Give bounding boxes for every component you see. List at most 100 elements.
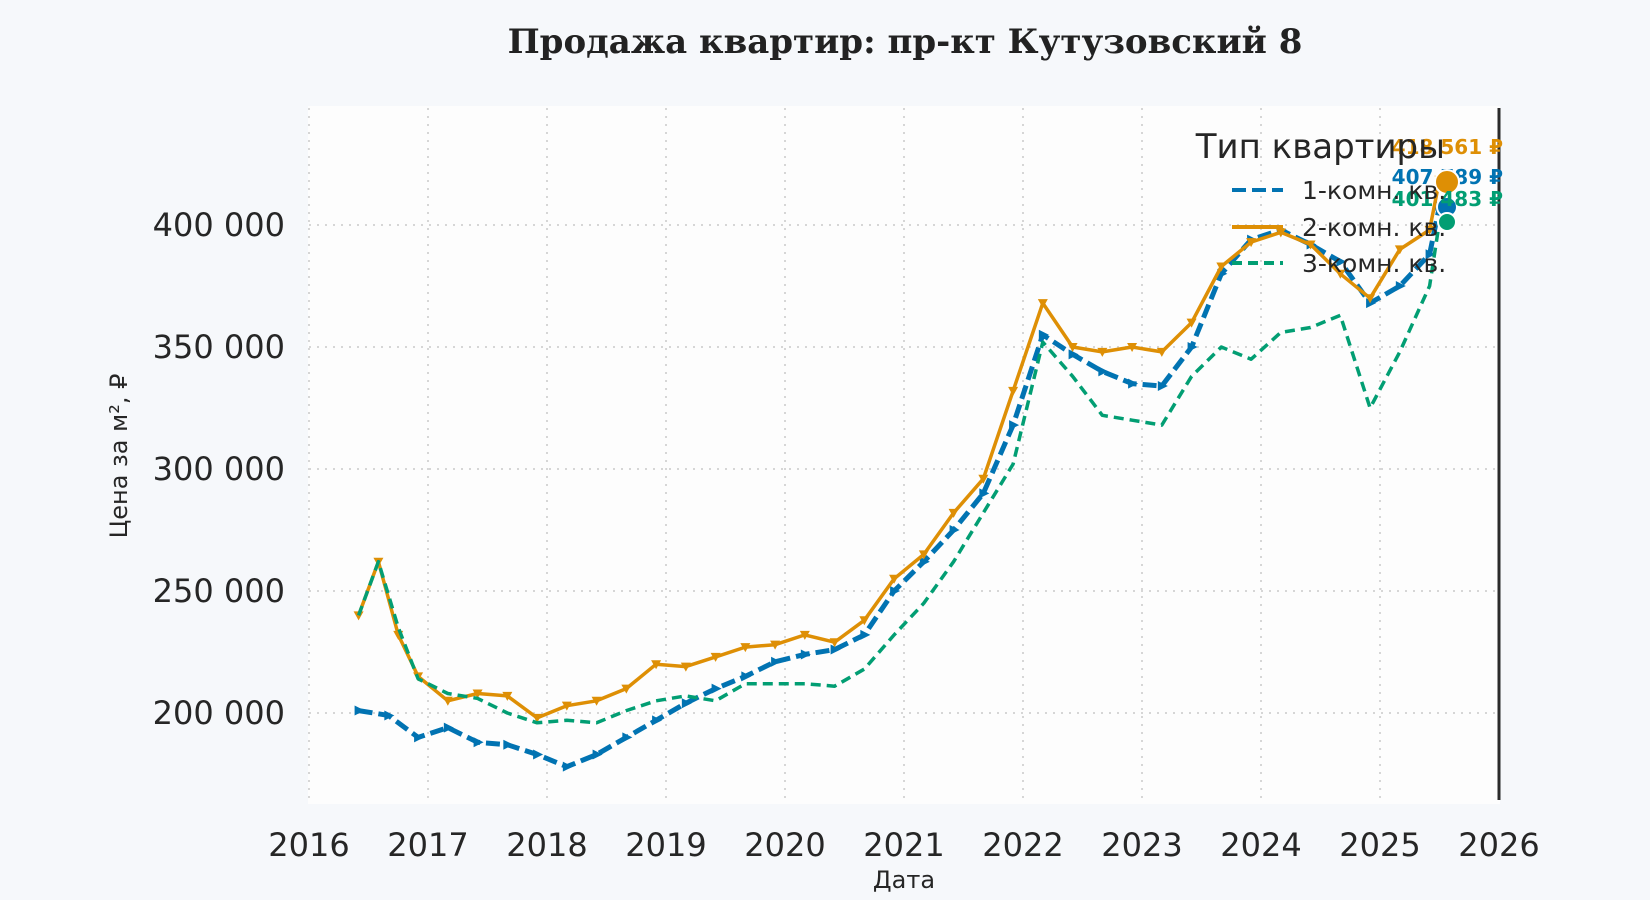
data-point (384, 710, 395, 721)
data-point (1395, 281, 1406, 291)
data-point (889, 574, 900, 584)
legend-label-2: 2-комн. кв. (1302, 213, 1446, 242)
data-point (890, 586, 901, 596)
data-point (1128, 378, 1139, 389)
data-point (710, 652, 721, 662)
data-point (771, 656, 782, 667)
data-point (1305, 240, 1316, 250)
x-tick-label: 2024 (1220, 826, 1301, 864)
data-point (830, 644, 841, 655)
end-value-label: 418 561 ₽ (1392, 135, 1503, 159)
data-point (1009, 420, 1020, 431)
data-point (1186, 318, 1197, 328)
data-point (1038, 329, 1049, 340)
data-point (1424, 225, 1435, 235)
data-point (472, 689, 483, 699)
data-point (948, 508, 959, 518)
data-point (1127, 343, 1138, 352)
data-point (680, 662, 691, 672)
data-point (1008, 386, 1019, 396)
data-point (978, 474, 989, 484)
y-tick-label: 400 000 (153, 206, 285, 244)
legend-label-1: 1-комн. кв. (1302, 176, 1446, 205)
data-point (829, 638, 840, 648)
y-tick-label: 200 000 (153, 694, 285, 732)
series-line-1 (358, 205, 1442, 770)
legend-label-3: 3-комн. кв. (1302, 249, 1446, 278)
series-layer (353, 175, 1446, 772)
data-point (1425, 249, 1436, 260)
data-point (799, 630, 810, 640)
x-tick-label: 2022 (982, 826, 1063, 864)
data-point (442, 696, 453, 706)
data-point (621, 684, 632, 694)
data-point (1365, 294, 1376, 304)
data-point (740, 643, 751, 653)
data-point (1157, 381, 1168, 392)
data-point (1156, 347, 1167, 357)
data-point (1068, 349, 1079, 360)
data-point (652, 715, 663, 726)
series-line-3 (356, 221, 1442, 725)
legend: Тип квартиры 1-комн. кв. 2-комн. кв. 3-ком… (1195, 127, 1446, 278)
x-tick-labels: 2016 2017 2018 2019 2020 2021 2022 2023 2024 2025… (268, 826, 1539, 864)
data-point (800, 649, 811, 660)
data-point (770, 640, 781, 650)
data-point (1366, 298, 1377, 309)
data-point (711, 683, 722, 694)
data-point (502, 691, 513, 701)
chart-title: Продажа квартир: пр-кт Кутузовский 8 (507, 22, 1303, 62)
y-tick-label: 300 000 (153, 450, 285, 488)
data-point (591, 696, 602, 706)
x-tick-label: 2016 (268, 826, 349, 864)
data-point (1336, 256, 1347, 267)
data-point (354, 705, 365, 716)
data-point (1187, 342, 1198, 352)
data-point (443, 722, 454, 733)
data-point (622, 732, 633, 743)
data-point (592, 749, 603, 760)
data-point (741, 671, 752, 682)
x-tick-label: 2019 (625, 826, 706, 864)
data-point (919, 556, 930, 567)
x-tick-label: 2023 (1101, 826, 1182, 864)
x-tick-label: 2017 (387, 826, 468, 864)
end-value-label: 401 483 ₽ (1392, 187, 1503, 211)
data-point (860, 629, 871, 640)
data-point (859, 616, 870, 626)
data-point (1275, 228, 1286, 238)
data-point (1098, 366, 1109, 377)
y-tick-label: 350 000 (153, 328, 285, 366)
x-axis-label: Дата (873, 866, 935, 894)
data-point (1246, 238, 1257, 248)
end-point-dot (1434, 169, 1460, 195)
x-tick-label: 2021 (863, 826, 944, 864)
data-point (681, 698, 692, 709)
end-point-dot (1437, 212, 1457, 232)
data-point (1216, 262, 1227, 272)
y-tick-label: 250 000 (153, 572, 285, 610)
x-tick-label: 2026 (1458, 826, 1539, 864)
data-point (1037, 299, 1048, 309)
data-point (414, 732, 425, 743)
x-tick-label: 2025 (1339, 826, 1420, 864)
y-axis-label: Цена за м², ₽ (105, 374, 133, 539)
data-point (1067, 343, 1078, 352)
data-point (562, 761, 573, 772)
data-point (503, 739, 514, 750)
plot-area (308, 106, 1500, 804)
data-point (1394, 245, 1405, 255)
data-point (949, 525, 960, 535)
legend-title: Тип квартиры (1195, 127, 1445, 167)
data-point (1335, 269, 1346, 279)
data-point (533, 749, 544, 760)
data-point (532, 713, 543, 723)
data-point (1097, 347, 1108, 357)
data-point (473, 737, 484, 748)
end-labels: 407 789 ₽418 561 ₽401 483 ₽ (1392, 135, 1503, 232)
data-point (979, 488, 990, 499)
data-point (561, 701, 572, 711)
data-point (918, 550, 929, 560)
data-point (651, 660, 662, 670)
